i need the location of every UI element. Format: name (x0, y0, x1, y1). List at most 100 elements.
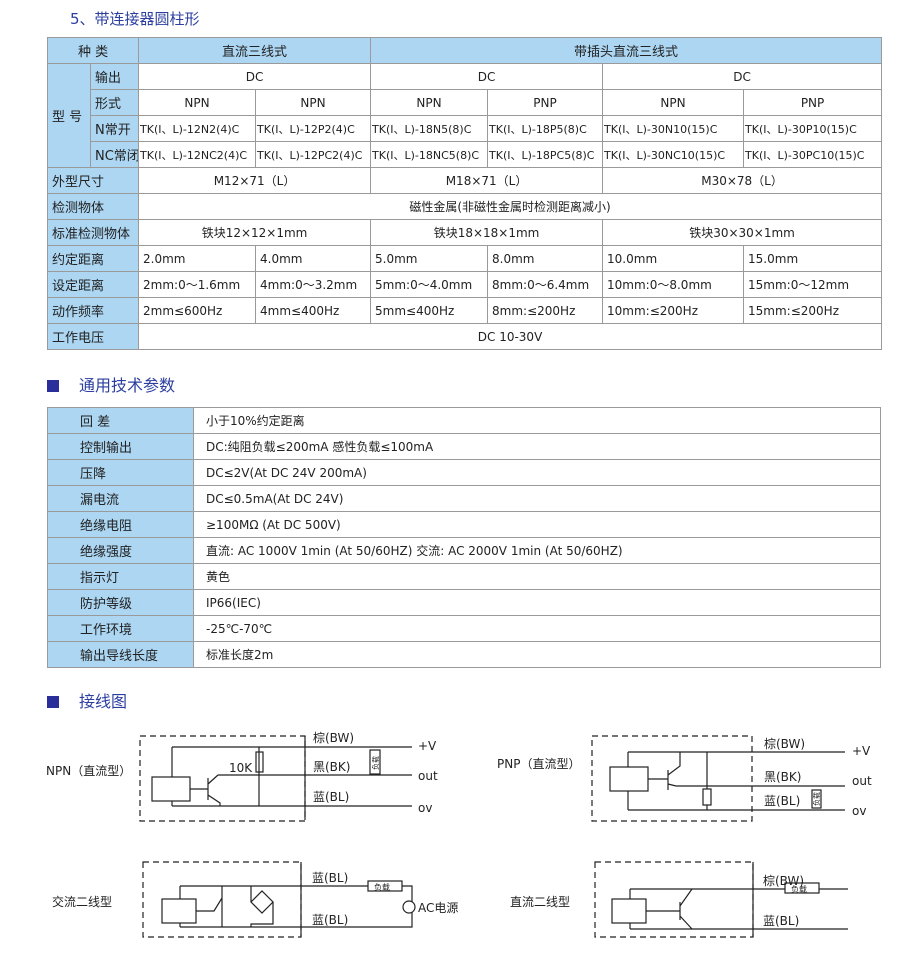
wire-blue: 蓝(BL) (313, 790, 349, 804)
std-cell: 铁块18×18×1mm (370, 219, 604, 246)
wire-black: 黑(BK) (764, 770, 801, 784)
npn-diagram (139, 735, 412, 822)
set-cell: 4mm:0～3.2mm (255, 271, 372, 298)
wire-brown: 棕(BW) (313, 730, 354, 745)
output-cell: DC (602, 63, 883, 90)
terminal-ov: ov (852, 804, 866, 818)
param-value: DC≤0.5mA(At DC 24V) (193, 485, 881, 512)
no-label: N常开 (89, 115, 140, 142)
model-no-cell: TK(I、L)-18P5(8)C (487, 115, 604, 142)
param-label: 工作环境 (47, 615, 194, 642)
std-cell: 铁块30×30×1mm (602, 219, 883, 246)
form-cell: NPN (138, 89, 257, 116)
size-label: 外型尺寸 (46, 167, 140, 194)
model-nc-cell: TK(I、L)-12PC2(4)C (255, 141, 372, 168)
model-no-cell: TK(I、L)-30N10(15)C (602, 115, 745, 142)
rated-cell: 2.0mm (138, 245, 257, 272)
wire-blue: 蓝(BL) (764, 794, 800, 808)
npn-label: NPN（直流型） (46, 764, 131, 778)
param-label: 压降 (47, 459, 194, 486)
table-row: 绝缘强度 直流: AC 1000V 1min (At 50/60HZ) 交流: A… (47, 537, 881, 564)
set-label: 设定距离 (46, 271, 140, 298)
ac2-diagram (142, 861, 416, 938)
size-cell: M30×78（L） (602, 167, 883, 194)
volt-cell: DC 10-30V (138, 323, 883, 350)
output-label: 输出 (89, 63, 140, 90)
param-label: 指示灯 (47, 563, 194, 590)
param-value: 标准长度2m (193, 641, 881, 668)
ac-source-label: AC电源 (418, 901, 458, 915)
param-value: 黄色 (193, 563, 881, 590)
rated-cell: 5.0mm (370, 245, 489, 272)
param-value: DC≤2V(At DC 24V 200mA) (193, 459, 881, 486)
terminal-out: out (418, 769, 438, 783)
form-cell: NPN (602, 89, 745, 116)
form-cell: NPN (255, 89, 372, 116)
set-cell: 15mm:0～12mm (743, 271, 883, 298)
std-label: 标准检测物体 (46, 219, 140, 246)
size-cell: M18×71（L） (370, 167, 604, 194)
param-value: ≥100MΩ (At DC 500V) (193, 511, 881, 538)
wire-blue: 蓝(BL) (312, 913, 348, 927)
model-nc-cell: TK(I、L)-12NC2(4)C (138, 141, 257, 168)
table-row: 输出导线长度 标准长度2m (47, 641, 881, 668)
wire-blue: 蓝(BL) (312, 871, 348, 885)
table-row: 指示灯 黄色 (47, 563, 881, 590)
param-label: 输出导线长度 (47, 641, 194, 668)
table-row: 压降 DC≤2V(At DC 24V 200mA) (47, 459, 881, 486)
output-cell: DC (370, 63, 604, 90)
param-value: 直流: AC 1000V 1min (At 50/60HZ) 交流: AC 20… (193, 537, 881, 564)
model-nc-cell: TK(I、L)-18PC5(8)C (487, 141, 604, 168)
param-label: 回 差 (47, 407, 194, 434)
target-cell: 磁性金属(非磁性金属时检测距离减小) (138, 193, 883, 220)
model-no-cell: TK(I、L)-12P2(4)C (255, 115, 372, 142)
table-row: 控制输出 DC:纯阻负载≤200mA 感性负载≤100mA (47, 433, 881, 460)
param-label: 漏电流 (47, 485, 194, 512)
load-label: 负载 (374, 882, 390, 892)
terminal-out: out (852, 774, 872, 788)
set-cell: 5mm:0～4.0mm (370, 271, 489, 298)
param-value: IP66(IEC) (193, 589, 881, 616)
pnp-diagram (591, 735, 845, 822)
table-row: 回 差小于10%约定距离 (47, 407, 881, 434)
pnp-label: PNP（直流型） (497, 757, 580, 771)
load-label: 负载 (791, 884, 807, 894)
table-row: 绝缘电阻 ≥100MΩ (At DC 500V) (47, 511, 881, 538)
volt-label: 工作电压 (46, 323, 140, 350)
group-plug-dc3: 带插头直流三线式 (370, 37, 883, 64)
std-cell: 铁块12×12×1mm (138, 219, 372, 246)
general-heading: 通用技术参数 (47, 372, 175, 396)
freq-label: 动作频率 (46, 297, 140, 324)
param-value: -25℃-70℃ (193, 615, 881, 642)
param-value: DC:纯阻负载≤200mA 感性负载≤100mA (193, 433, 881, 460)
param-label: 绝缘强度 (47, 537, 194, 564)
freq-cell: 10mm:≤200Hz (602, 297, 745, 324)
general-table: 回 差小于10%约定距离 控制输出 DC:纯阻负载≤200mA 感性负载≤100mA… (47, 407, 881, 668)
general-title: 通用技术参数 (79, 376, 176, 395)
model-no-cell: TK(I、L)-18N5(8)C (370, 115, 489, 142)
set-cell: 2mm:0～1.6mm (138, 271, 257, 298)
wire-brown: 棕(BW) (764, 736, 805, 751)
output-cell: DC (138, 63, 372, 90)
size-cell: M12×71（L） (138, 167, 372, 194)
form-cell: NPN (370, 89, 489, 116)
rated-cell: 8.0mm (487, 245, 604, 272)
page-title: 5、带连接器圆柱形 (70, 10, 200, 28)
form-cell: PNP (743, 89, 883, 116)
rated-cell: 10.0mm (602, 245, 745, 272)
wiring-heading: 接线图 (47, 688, 127, 712)
param-label: 控制输出 (47, 433, 194, 460)
resistor-label: 10K (229, 761, 253, 775)
square-bullet-icon (47, 696, 59, 708)
dc2-label: 直流二线型 (510, 895, 570, 909)
terminal-ov: ov (418, 801, 432, 815)
param-value: 小于10%约定距离 (193, 407, 881, 434)
freq-cell: 4mm≤400Hz (255, 297, 372, 324)
target-label: 检测物体 (46, 193, 140, 220)
spec-table: 种 类直流三线式 带插头直流三线式 型 号输出 DC DC DC 形式 NPN NPN NP… (46, 37, 883, 350)
wire-black: 黑(BK) (313, 760, 350, 774)
form-cell: PNP (487, 89, 604, 116)
model-no-cell: TK(I、L)-30P10(15)C (743, 115, 883, 142)
square-bullet-icon (47, 380, 59, 392)
param-label: 绝缘电阻 (47, 511, 194, 538)
